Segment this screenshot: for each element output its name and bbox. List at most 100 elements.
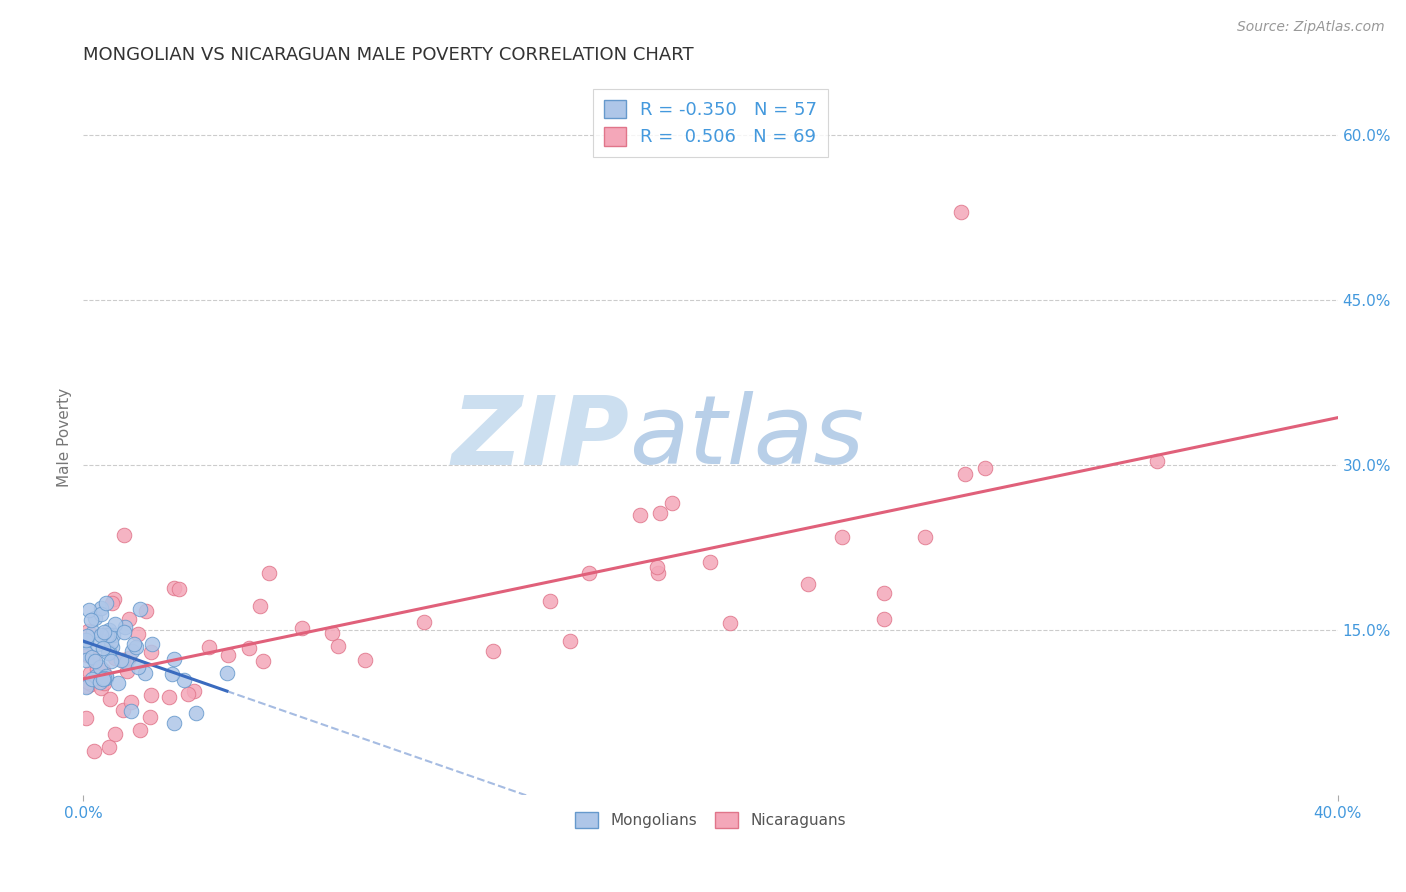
Point bbox=[138, 710, 160, 724]
Point bbox=[326, 639, 349, 653]
Point bbox=[115, 655, 138, 669]
Point bbox=[173, 673, 195, 687]
Point bbox=[86, 637, 108, 651]
Point bbox=[1146, 453, 1168, 467]
Point bbox=[90, 601, 112, 615]
Point bbox=[79, 665, 101, 680]
Point bbox=[873, 611, 896, 625]
Y-axis label: Male Poverty: Male Poverty bbox=[58, 388, 72, 487]
Point bbox=[321, 626, 343, 640]
Point bbox=[162, 667, 184, 681]
Point bbox=[82, 673, 104, 687]
Point bbox=[184, 706, 207, 720]
Point bbox=[354, 653, 377, 667]
Point bbox=[104, 727, 127, 741]
Point bbox=[215, 665, 238, 680]
Point bbox=[93, 671, 115, 685]
Point bbox=[84, 611, 107, 625]
Point bbox=[97, 627, 120, 641]
Point bbox=[82, 624, 104, 639]
Text: ZIP: ZIP bbox=[451, 391, 628, 484]
Point bbox=[183, 683, 205, 698]
Text: Source: ZipAtlas.com: Source: ZipAtlas.com bbox=[1237, 20, 1385, 34]
Point bbox=[974, 461, 997, 475]
Point bbox=[128, 723, 150, 737]
Point bbox=[77, 674, 100, 689]
Text: atlas: atlas bbox=[628, 391, 863, 484]
Point bbox=[112, 653, 135, 667]
Point bbox=[101, 640, 124, 654]
Point bbox=[141, 688, 163, 702]
Point bbox=[117, 612, 139, 626]
Point bbox=[139, 645, 162, 659]
Point bbox=[914, 530, 936, 544]
Point bbox=[647, 566, 669, 581]
Point bbox=[238, 640, 260, 655]
Point bbox=[157, 690, 180, 704]
Point bbox=[699, 555, 721, 569]
Point bbox=[94, 596, 117, 610]
Point bbox=[291, 621, 314, 635]
Point bbox=[98, 624, 121, 638]
Point bbox=[93, 672, 115, 686]
Point bbox=[84, 654, 107, 668]
Point bbox=[141, 637, 163, 651]
Point bbox=[104, 651, 127, 665]
Point bbox=[134, 665, 156, 680]
Point bbox=[162, 716, 184, 731]
Point bbox=[872, 586, 894, 600]
Point bbox=[110, 653, 132, 667]
Point bbox=[831, 530, 853, 544]
Point bbox=[645, 559, 668, 574]
Point bbox=[90, 607, 112, 621]
Point bbox=[93, 676, 115, 690]
Point bbox=[169, 582, 191, 597]
Legend: Mongolians, Nicaraguans: Mongolians, Nicaraguans bbox=[569, 806, 852, 834]
Point bbox=[77, 624, 100, 639]
Point bbox=[96, 669, 118, 683]
Point bbox=[114, 619, 136, 633]
Point bbox=[120, 695, 142, 709]
Point bbox=[661, 496, 683, 510]
Point bbox=[163, 652, 186, 666]
Point bbox=[76, 679, 98, 693]
Point bbox=[82, 651, 104, 665]
Point bbox=[129, 602, 152, 616]
Point bbox=[89, 659, 111, 673]
Point bbox=[103, 628, 125, 642]
Point bbox=[80, 649, 103, 664]
Point bbox=[103, 591, 125, 606]
Point bbox=[91, 663, 114, 677]
Point bbox=[98, 691, 121, 706]
Point bbox=[122, 637, 145, 651]
Point bbox=[538, 594, 561, 608]
Point bbox=[135, 604, 157, 618]
Point bbox=[950, 204, 973, 219]
Point bbox=[127, 627, 149, 641]
Point bbox=[94, 639, 117, 653]
Point bbox=[252, 654, 274, 668]
Point bbox=[413, 615, 436, 630]
Point bbox=[79, 677, 101, 691]
Point bbox=[482, 644, 505, 658]
Point bbox=[84, 668, 107, 682]
Point bbox=[127, 660, 149, 674]
Point bbox=[112, 528, 135, 542]
Point bbox=[75, 711, 97, 725]
Point bbox=[100, 596, 122, 610]
Point bbox=[91, 640, 114, 655]
Point bbox=[75, 652, 97, 666]
Point bbox=[75, 633, 97, 648]
Text: MONGOLIAN VS NICARAGUAN MALE POVERTY CORRELATION CHART: MONGOLIAN VS NICARAGUAN MALE POVERTY COR… bbox=[83, 46, 695, 64]
Point bbox=[97, 740, 120, 755]
Point bbox=[249, 599, 271, 613]
Point bbox=[718, 615, 741, 630]
Point bbox=[98, 645, 121, 659]
Point bbox=[89, 673, 111, 687]
Point bbox=[86, 662, 108, 676]
Point bbox=[100, 634, 122, 648]
Point bbox=[89, 675, 111, 690]
Point bbox=[90, 681, 112, 695]
Point bbox=[560, 634, 582, 648]
Point bbox=[124, 640, 146, 654]
